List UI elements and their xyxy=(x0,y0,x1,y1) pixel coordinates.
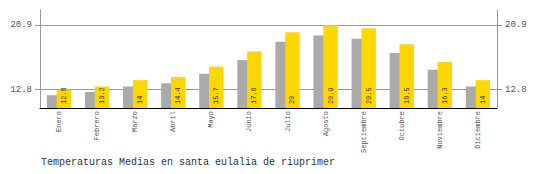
svg-text:Noviembre: Noviembre xyxy=(436,111,444,149)
svg-text:12.8: 12.8 xyxy=(60,87,68,104)
svg-text:Agosto: Agosto xyxy=(322,111,330,136)
svg-text:Junio: Junio xyxy=(245,111,253,132)
svg-text:Marzo: Marzo xyxy=(131,111,139,132)
svg-text:18.5: 18.5 xyxy=(403,87,411,104)
svg-text:Febrero: Febrero xyxy=(93,111,101,140)
svg-text:17.6: 17.6 xyxy=(250,87,258,104)
svg-text:Temperaturas Medias en santa e: Temperaturas Medias en santa eulalia de … xyxy=(41,157,335,168)
svg-text:20.9: 20.9 xyxy=(505,20,527,30)
svg-text:14: 14 xyxy=(479,96,487,104)
svg-text:16.3: 16.3 xyxy=(441,87,449,104)
svg-text:14.4: 14.4 xyxy=(174,87,182,104)
svg-text:Octubre: Octubre xyxy=(398,111,406,140)
svg-text:14: 14 xyxy=(136,96,144,104)
svg-text:20.5: 20.5 xyxy=(365,87,373,104)
svg-text:15.7: 15.7 xyxy=(212,87,220,104)
svg-text:Enero: Enero xyxy=(55,111,63,132)
svg-text:20.9: 20.9 xyxy=(10,20,32,30)
svg-text:Abril: Abril xyxy=(169,111,177,132)
svg-text:Diciembre: Diciembre xyxy=(474,111,482,149)
svg-text:Septiembre: Septiembre xyxy=(360,111,368,153)
svg-text:20.9: 20.9 xyxy=(327,87,335,104)
svg-text:Mayo: Mayo xyxy=(207,111,215,128)
svg-text:13.2: 13.2 xyxy=(98,87,106,104)
svg-text:20: 20 xyxy=(288,96,296,104)
svg-text:12.8: 12.8 xyxy=(10,85,32,95)
svg-text:12.8: 12.8 xyxy=(505,85,527,95)
svg-text:Julio: Julio xyxy=(284,111,292,132)
